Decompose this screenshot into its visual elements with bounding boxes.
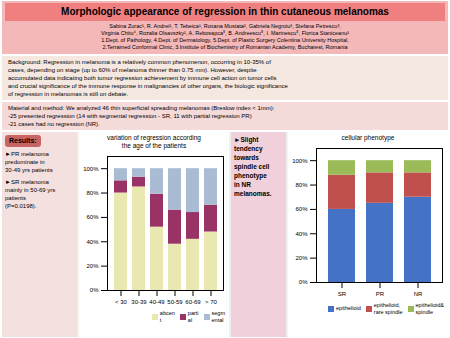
svg-text:30-39: 30-39 (131, 299, 147, 305)
svg-text:60-69: 60-69 (185, 299, 201, 305)
svg-text:PR: PR (376, 291, 385, 297)
html-text:variation of regression accord: variation of regression according the ag… (107, 134, 201, 149)
svg-text:< 30: < 30 (115, 299, 128, 305)
html-text:Background: Regression in mela: Background: Regression in melanoma is a … (8, 59, 288, 97)
svg-text:40-49: 40-49 (149, 299, 165, 305)
svg-text:SR: SR (338, 291, 347, 297)
svg-text:100%: 100% (83, 166, 99, 172)
html-text:segm ental: segm ental (211, 310, 225, 323)
html-text:parti al: parti al (187, 310, 199, 323)
html-text:►SR melanoma mainly in 50-69 y: ►SR melanoma mainly in 50-69 yrs patient… (5, 179, 56, 209)
html-text:►PR melanoma predominate in 30: ►PR melanoma predominate in 30-49 yrs pa… (5, 151, 53, 173)
html-text:cellular phenotype: cellular phenotype (341, 134, 395, 141)
html-text:epithelioid: epithelioid (336, 305, 361, 312)
html-text:Material and method: We analyz: Material and method: We analyzed 46 thin… (8, 105, 275, 127)
svg-text:40%: 40% (86, 239, 99, 245)
svg-text:> 70: > 70 (205, 299, 218, 305)
svg-text:60%: 60% (295, 206, 308, 212)
html-text:Morphologic appearance of regr: Morphologic appearance of regression in … (61, 6, 389, 17)
html-text:Sabina Zurac¹, R. Andrei¹, T.: Sabina Zurac¹, R. Andrei¹, T. Tebeica¹, … (100, 23, 350, 50)
html-text:►Slight tendency towards spind: ►Slight tendency towards spindle cell ph… (234, 136, 272, 197)
svg-text:0%: 0% (299, 279, 308, 285)
html-text:Results:: Results: (9, 137, 37, 144)
svg-text:40%: 40% (295, 231, 308, 237)
svg-text:60%: 60% (86, 214, 99, 220)
html-text:epithelioid, rare spindle: epithelioid, rare spindle (373, 302, 403, 315)
html-text:abcen t: abcen t (159, 310, 175, 323)
html-text:epithelioid& spindle: epithelioid& spindle (415, 302, 444, 315)
svg-text:80%: 80% (86, 190, 99, 196)
svg-text:80%: 80% (295, 182, 308, 188)
svg-text:0%: 0% (90, 287, 99, 293)
svg-text:20%: 20% (295, 255, 308, 261)
svg-text:100%: 100% (292, 158, 308, 164)
svg-text:50-59: 50-59 (167, 299, 183, 305)
svg-text:20%: 20% (86, 263, 99, 269)
svg-text:NR: NR (414, 291, 423, 297)
